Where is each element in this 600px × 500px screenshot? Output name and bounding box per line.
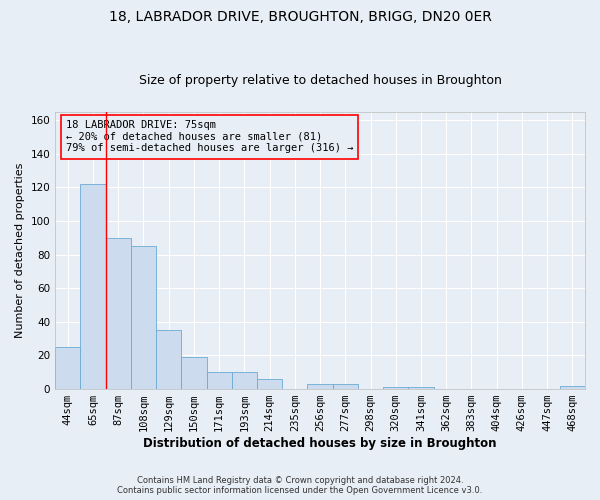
Bar [383, 388, 409, 389]
Bar [560, 386, 585, 389]
Bar [106, 238, 131, 389]
Bar [257, 379, 282, 389]
Title: Size of property relative to detached houses in Broughton: Size of property relative to detached ho… [139, 74, 502, 87]
Y-axis label: Number of detached properties: Number of detached properties [15, 162, 25, 338]
Bar [181, 357, 206, 389]
Bar [307, 384, 332, 389]
Bar [55, 347, 80, 389]
X-axis label: Distribution of detached houses by size in Broughton: Distribution of detached houses by size … [143, 437, 497, 450]
Bar [409, 388, 434, 389]
Bar [332, 384, 358, 389]
Bar [131, 246, 156, 389]
Text: 18, LABRADOR DRIVE, BROUGHTON, BRIGG, DN20 0ER: 18, LABRADOR DRIVE, BROUGHTON, BRIGG, DN… [109, 10, 491, 24]
Text: Contains HM Land Registry data © Crown copyright and database right 2024.
Contai: Contains HM Land Registry data © Crown c… [118, 476, 482, 495]
Bar [206, 372, 232, 389]
Bar [232, 372, 257, 389]
Text: 18 LABRADOR DRIVE: 75sqm
← 20% of detached houses are smaller (81)
79% of semi-d: 18 LABRADOR DRIVE: 75sqm ← 20% of detach… [66, 120, 353, 154]
Bar [80, 184, 106, 389]
Bar [156, 330, 181, 389]
